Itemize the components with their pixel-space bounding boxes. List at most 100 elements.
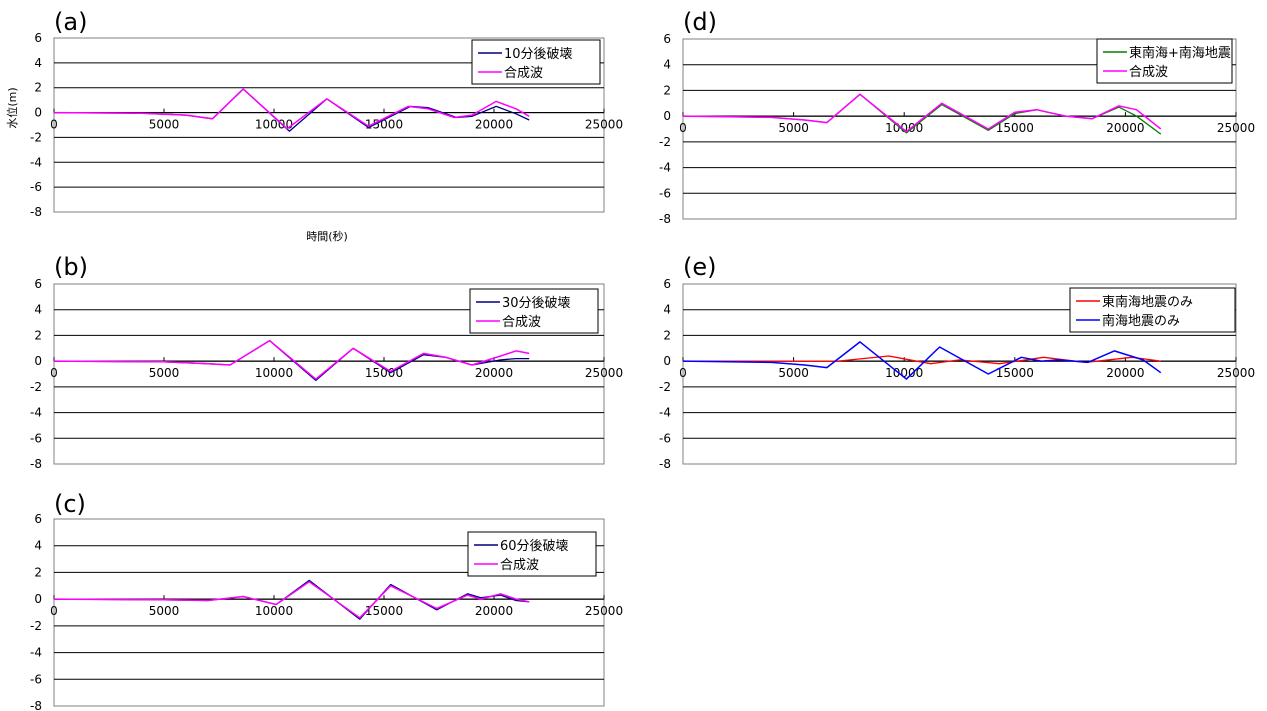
x-tick-label: 25000 — [585, 118, 623, 132]
y-tick-label: -4 — [659, 406, 671, 420]
y-tick-label: -8 — [30, 205, 42, 219]
x-tick-label: 15000 — [996, 121, 1034, 135]
legend-label: 10分後破壊 — [504, 47, 573, 62]
series-line-2 — [682, 93, 1162, 133]
y-tick-label: 0 — [34, 354, 42, 368]
y-tick-label: 4 — [34, 539, 42, 553]
y-tick-label: -8 — [30, 457, 42, 471]
x-tick-label: 15000 — [996, 366, 1034, 380]
y-tick-label: -6 — [659, 431, 671, 445]
y-tick-label: -6 — [30, 431, 42, 445]
x-tick-label: 20000 — [1106, 366, 1144, 380]
legend-box — [467, 531, 597, 577]
legend-label: 合成波 — [504, 66, 543, 81]
y-tick-label: -4 — [30, 155, 42, 169]
x-tick-label: 10000 — [885, 121, 923, 135]
y-tick-label: -8 — [659, 212, 671, 226]
y-tick-label: 2 — [663, 328, 671, 342]
x-axis-title: 時間(秒) — [306, 229, 348, 243]
x-tick-label: 20000 — [475, 118, 513, 132]
legend-label: 合成波 — [502, 315, 541, 330]
x-tick-label: 10000 — [255, 118, 293, 132]
x-tick-label: 20000 — [475, 366, 513, 380]
x-tick-label: 0 — [50, 118, 58, 132]
series-line-2 — [53, 581, 530, 619]
x-tick-label: 0 — [679, 121, 687, 135]
y-tick-label: 6 — [34, 277, 42, 291]
chart-panel-3: 6 4 2 0 -2 -4 -6 -8 0 5000 10000 15000 20000 25000 60分… — [30, 490, 623, 711]
x-tick-label: 0 — [50, 604, 58, 618]
y-tick-label: 0 — [34, 592, 42, 606]
legend-label: 東南海+南海地震 — [1129, 45, 1231, 61]
y-tick-label: -8 — [659, 457, 671, 471]
legend-label: 合成波 — [1129, 65, 1168, 80]
y-tick-label: 2 — [34, 565, 42, 579]
y-tick-label: 6 — [663, 32, 671, 46]
x-tick-label: 10000 — [255, 366, 293, 380]
y-tick-label: -8 — [30, 699, 42, 711]
y-tick-label: 4 — [663, 58, 671, 72]
x-tick-label: 5000 — [149, 366, 180, 380]
panel-label: (c) — [54, 490, 86, 518]
x-tick-label: 15000 — [365, 604, 403, 618]
y-tick-label: -2 — [30, 380, 42, 394]
y-axis-title: 水位(m) — [5, 87, 19, 128]
y-tick-label: 6 — [34, 512, 42, 526]
x-tick-label: 0 — [679, 366, 687, 380]
panel-label: (a) — [54, 8, 87, 36]
legend-label: 南海地震のみ — [1102, 313, 1180, 329]
x-tick-label: 5000 — [778, 366, 809, 380]
x-tick-label: 5000 — [778, 121, 809, 135]
panel-label: (b) — [54, 253, 88, 281]
series-line-2 — [682, 341, 1162, 380]
chart-panel-4: 6 4 2 0 -2 -4 -6 -8 0 5000 10000 15000 20000 25000 東南海… — [659, 8, 1255, 226]
y-tick-label: -6 — [30, 180, 42, 194]
y-tick-label: -4 — [659, 161, 671, 175]
y-tick-label: 4 — [34, 56, 42, 70]
legend-label: 60分後破壊 — [500, 539, 569, 554]
y-tick-label: 2 — [34, 328, 42, 342]
x-tick-label: 10000 — [255, 604, 293, 618]
y-tick-label: -2 — [30, 619, 42, 633]
y-tick-label: 4 — [34, 303, 42, 317]
y-tick-label: 0 — [663, 109, 671, 123]
panel-label: (e) — [683, 253, 717, 281]
legend-label: 合成波 — [500, 558, 539, 573]
y-tick-label: -4 — [30, 646, 42, 660]
series-line-2 — [53, 339, 530, 380]
y-tick-label: -2 — [659, 135, 671, 149]
legend-label: 30分後破壊 — [502, 296, 571, 311]
panel-label: (d) — [683, 8, 717, 36]
y-tick-label: -2 — [659, 380, 671, 394]
y-tick-label: -6 — [659, 186, 671, 200]
x-tick-label: 20000 — [1106, 121, 1144, 135]
x-tick-label: 5000 — [149, 604, 180, 618]
y-tick-label: -2 — [30, 130, 42, 144]
x-tick-label: 20000 — [475, 604, 513, 618]
legend-box — [1096, 38, 1233, 84]
x-tick-label: 25000 — [1217, 366, 1255, 380]
series-line-1 — [683, 355, 1161, 365]
x-tick-label: 0 — [50, 366, 58, 380]
y-tick-label: 0 — [663, 354, 671, 368]
legend-box — [471, 39, 601, 85]
chart-panel-1: 6 4 2 0 -2 -4 -6 -8 0 5000 10000 15000 20000 25000 10分… — [5, 8, 623, 243]
x-tick-label: 25000 — [1217, 121, 1255, 135]
y-tick-label: 6 — [34, 31, 42, 45]
y-tick-label: 4 — [663, 303, 671, 317]
legend-box — [1069, 287, 1236, 333]
y-tick-label: 2 — [663, 83, 671, 97]
x-tick-label: 25000 — [585, 604, 623, 618]
legend-label: 東南海地震のみ — [1102, 294, 1193, 310]
y-tick-label: 2 — [34, 81, 42, 95]
x-tick-label: 5000 — [149, 118, 180, 132]
y-tick-label: -4 — [30, 406, 42, 420]
